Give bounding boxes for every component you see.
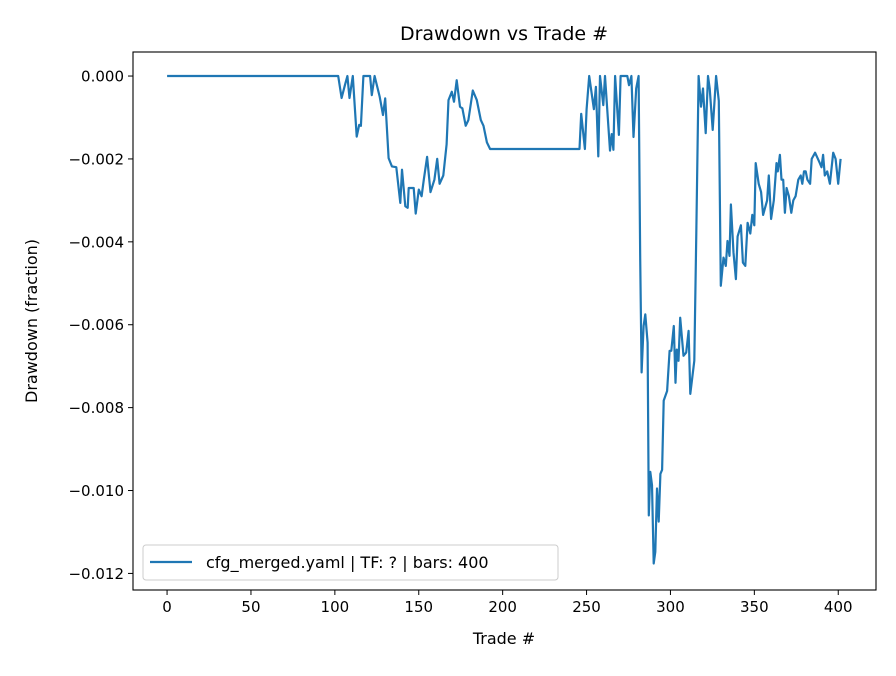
y-axis-label: Drawdown (fraction) <box>22 239 41 403</box>
y-tick-label: 0.000 <box>81 68 124 86</box>
legend: cfg_merged.yaml | TF: ? | bars: 400 <box>142 544 559 581</box>
x-tick-label: 400 <box>824 598 853 616</box>
x-tick-label: 250 <box>572 598 601 616</box>
y-tick-label: −0.004 <box>68 233 124 251</box>
y-axis-ticks: 0.000 −0.002 −0.004 −0.006 −0.008 −0.010 −0.01… <box>68 68 133 583</box>
x-tick-label: 100 <box>321 598 350 616</box>
x-tick-label: 200 <box>488 598 517 616</box>
chart-title: Drawdown vs Trade # <box>400 23 608 45</box>
x-axis-ticks: 0 50 100 150 200 250 300 350 400 <box>162 590 853 616</box>
legend-label: cfg_merged.yaml | TF: ? | bars: 400 <box>206 553 489 573</box>
x-tick-label: 50 <box>241 598 260 616</box>
y-tick-label: −0.008 <box>68 399 124 417</box>
x-tick-label: 300 <box>656 598 685 616</box>
y-tick-label: −0.012 <box>68 565 124 583</box>
legend-box <box>142 544 559 581</box>
y-tick-label: −0.010 <box>68 482 124 500</box>
x-tick-label: 350 <box>740 598 769 616</box>
x-tick-label: 0 <box>162 598 172 616</box>
series-line <box>167 74 842 565</box>
plot-area-frame <box>132 51 877 591</box>
x-axis-label: Trade # <box>472 629 535 648</box>
series-lines <box>167 74 842 565</box>
x-tick-label: 150 <box>404 598 433 616</box>
y-tick-label: −0.006 <box>68 316 124 334</box>
y-tick-label: −0.002 <box>68 150 124 168</box>
